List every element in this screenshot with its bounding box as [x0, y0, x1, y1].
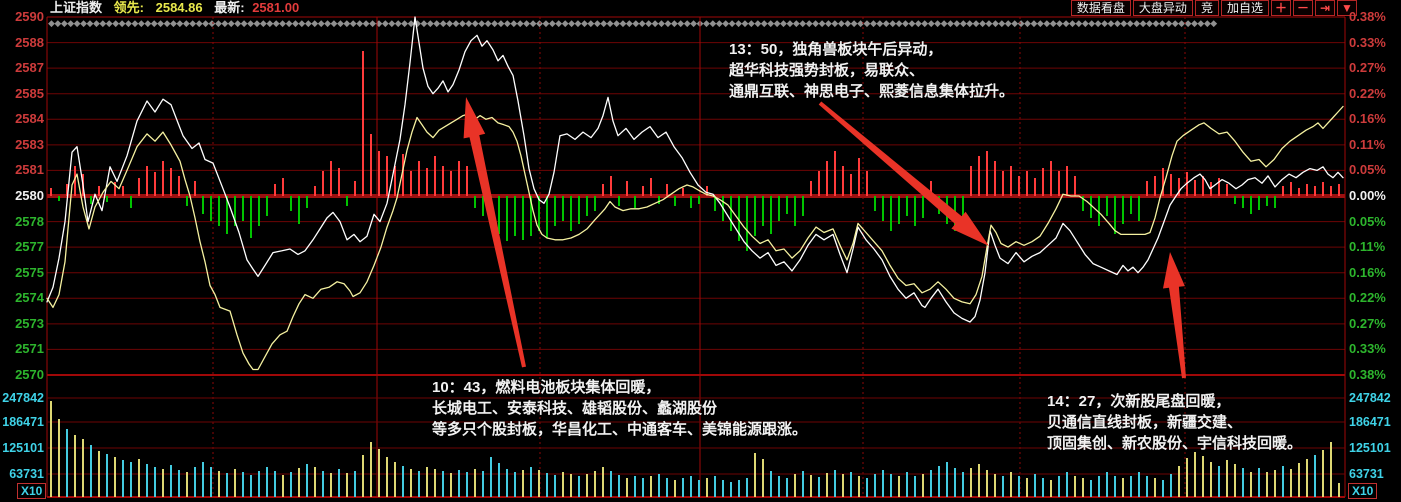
price-axis-label: 2590 [15, 9, 44, 24]
last-label: 最新: [214, 0, 245, 15]
info-mine-markers[interactable]: ◆◆◆◆◆◆◆◆◆◆◆◆◆◆◆◆◆◆◆◆◆◆◆◆◆◆◆◆◆◆◆◆◆◆◆◆◆◆◆◆… [48, 18, 1217, 28]
annotation-arrow [463, 97, 526, 368]
annotation-line: 14：27，次新股尾盘回暖， [1047, 393, 1231, 410]
percent-axis-label: 0.05% [1349, 162, 1386, 178]
percent-axis-label: 0.16% [1349, 264, 1386, 280]
volume-unit-left: X10 [17, 483, 47, 499]
volume-axis-label: 63731 [1349, 467, 1384, 481]
price-axis-label: 2580 [15, 188, 44, 203]
btn-minus[interactable]: － [1292, 0, 1313, 16]
volume-axis-label: 186471 [1349, 415, 1391, 429]
annotation-line: 超华科技强势封板，易联众、 [729, 62, 925, 79]
percent-axis-label: 0.38% [1349, 9, 1386, 24]
annotation-1427: 14：27，次新股尾盘回暖， 贝通信直线封板，新疆交建、 顶固集创、新农股份、宇… [1047, 391, 1302, 454]
price-axis-label: 2571 [15, 341, 44, 357]
percent-axis-label: 0.22% [1349, 85, 1386, 101]
percent-axis-label: 0.33% [1349, 341, 1386, 357]
annotation-line: 13：50，独角兽板块午后异动， [729, 41, 943, 58]
price-axis-label: 2584 [15, 111, 44, 127]
annotation-1350: 13：50，独角兽板块午后异动， 超华科技强势封板，易联众、 通鼎互联、神思电子… [729, 39, 1014, 102]
price-axis-label: 2588 [15, 34, 44, 50]
percent-axis-label: 0.11% [1349, 239, 1386, 255]
percent-axis-label: 0.11% [1349, 136, 1386, 152]
annotation-line: 等多只个股封板，华昌化工、中通客车、美锦能源跟涨。 [432, 421, 808, 438]
percent-axis-label: 0.16% [1349, 111, 1386, 127]
percent-axis-label: 0.27% [1349, 60, 1386, 76]
volume-axis-label: 125101 [1349, 441, 1391, 455]
annotation-1043: 10：43，燃料电池板块集体回暖， 长城电工、安泰科技、雄韬股份、蠡湖股份 等多… [432, 377, 807, 440]
index-title: 上证指数 [50, 0, 103, 15]
percent-axis-label: 0.05% [1349, 213, 1386, 229]
price-axis-label: 2587 [15, 60, 44, 76]
toolbar: 数据看盘 大盘异动竞加自选＋－ ⇥ ▼ [1070, 0, 1357, 16]
percent-axis-label: 0.38% [1349, 367, 1386, 382]
lead-value: 2584.86 [155, 0, 203, 15]
volume-axis-label: 247842 [1349, 391, 1391, 405]
price-axis-label: 2577 [15, 239, 44, 255]
price-axis-label: 2574 [15, 290, 44, 306]
price-axis-label: 2575 [15, 264, 44, 280]
volume-axis-label: 63731 [9, 467, 44, 481]
btn-market-move[interactable]: 大盘异动 [1132, 0, 1193, 16]
annotation-line: 顶固集创、新农股份、宇信科技回暖。 [1047, 435, 1303, 452]
volume-axis-label: 125101 [2, 441, 44, 455]
volume-axis-label: 186471 [2, 415, 44, 429]
btn-plus[interactable]: ＋ [1270, 0, 1291, 16]
btn-next-page[interactable]: ⇥ [1315, 0, 1335, 16]
percent-axis-label: 0.22% [1349, 290, 1386, 306]
btn-auction[interactable]: 竞 [1194, 0, 1219, 16]
percent-axis-label: 0.27% [1349, 315, 1386, 331]
volume-axis-label: 247842 [2, 391, 44, 405]
lead-label: 领先: [113, 0, 144, 15]
percent-axis-label: 0.33% [1349, 34, 1386, 50]
percent-axis-label: 0.00% [1349, 188, 1386, 203]
price-axis-label: 2583 [15, 136, 44, 152]
last-value: 2581.00 [252, 0, 300, 15]
price-axis-label: 2578 [15, 213, 44, 229]
btn-data-watch[interactable]: 数据看盘 [1070, 0, 1131, 16]
annotation-line: 贝通信直线封板，新疆交建、 [1047, 414, 1243, 431]
annotation-line: 长城电工、安泰科技、雄韬股份、蠡湖股份 [432, 400, 718, 417]
price-axis-label: 2581 [15, 162, 44, 178]
btn-add-watchlist[interactable]: 加自选 [1220, 0, 1269, 16]
volume-unit-right: X10 [1348, 483, 1378, 499]
annotation-line: 10：43，燃料电池板块集体回暖， [432, 379, 661, 396]
btn-dropdown[interactable]: ▼ [1337, 0, 1357, 16]
header-bar: 上证指数 领先: 2584.86 最新: 2581.00 数据看盘 大盘异动竞加自… [0, 0, 1401, 16]
annotation-arrow [818, 101, 989, 246]
annotation-line: 通鼎互联、神思电子、熙菱信息集体拉升。 [729, 83, 1015, 100]
price-axis-label: 2570 [15, 367, 44, 382]
price-axis-label: 2573 [15, 315, 44, 331]
annotation-arrow [1163, 252, 1186, 379]
price-axis-label: 2585 [15, 85, 44, 101]
